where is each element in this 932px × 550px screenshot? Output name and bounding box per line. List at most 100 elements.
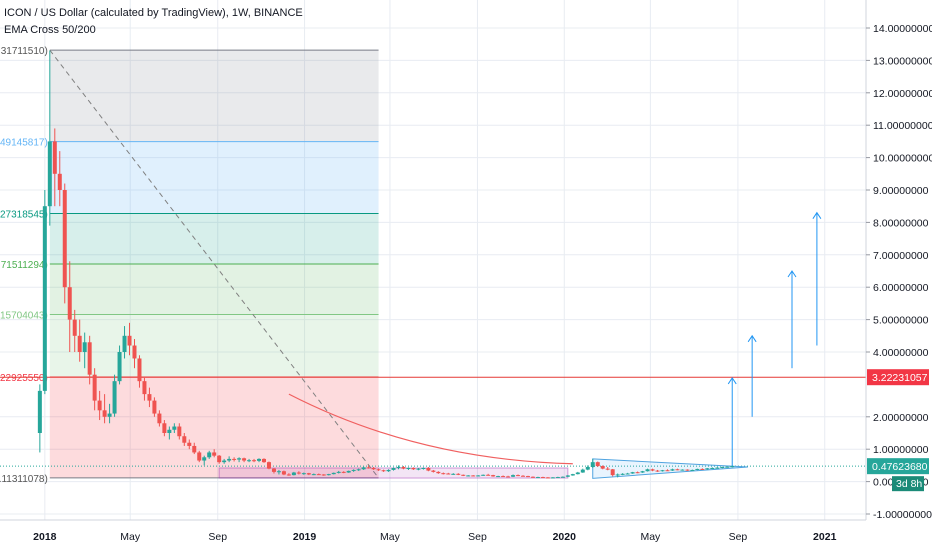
candle-body xyxy=(222,460,227,463)
candle-body xyxy=(77,335,82,352)
candle-body xyxy=(655,470,660,472)
current-price-tag xyxy=(867,458,929,475)
price-tick-label: 13.00000000 xyxy=(873,55,932,67)
fib-level-label: 0(0.11311078) xyxy=(0,474,48,485)
candle-body xyxy=(147,394,152,401)
candle-body xyxy=(301,473,306,475)
indicator-legend[interactable]: EMA Cross 50/200 xyxy=(4,24,96,36)
fib-level-label: 1(13.31711510) xyxy=(0,46,48,57)
fib-level-label: 0.5(6.71511294) xyxy=(0,260,48,271)
candle-body xyxy=(356,469,361,471)
candle-body xyxy=(695,468,700,470)
price-tick-label: 6.00000000 xyxy=(873,282,929,294)
candle-body xyxy=(162,423,167,433)
candle-body xyxy=(675,469,680,471)
candle-body xyxy=(306,473,311,475)
candle-body xyxy=(535,477,540,479)
price-tick-label: 11.00000000 xyxy=(873,120,932,132)
candle-body xyxy=(247,460,252,462)
candle-body xyxy=(87,342,92,375)
candle-body xyxy=(286,474,291,476)
fib-zone xyxy=(49,264,379,315)
price-tick-label: 7.00000000 xyxy=(873,250,929,262)
fib-zone xyxy=(49,213,379,265)
candle-body xyxy=(665,470,670,472)
candle-body xyxy=(715,467,720,469)
candle-body xyxy=(446,473,451,475)
candle-body xyxy=(635,472,640,474)
candle-body xyxy=(456,473,461,475)
time-tick-label: May xyxy=(380,531,401,543)
candle-body xyxy=(157,413,162,424)
countdown-label: 3d 8h xyxy=(896,478,922,490)
candle-body xyxy=(521,475,526,477)
symbol-title[interactable]: ICON / US Dollar (calculated by TradingV… xyxy=(4,7,303,19)
price-tick-label: 2.00000000 xyxy=(873,412,929,424)
candle-body xyxy=(511,475,516,477)
candle-body xyxy=(217,455,222,463)
curve-drawing[interactable] xyxy=(288,393,573,465)
fib-level-label: 0.618(8.27318545) xyxy=(0,210,48,221)
candle-body xyxy=(645,469,650,472)
candle-body xyxy=(630,472,635,474)
projection-arrow-head xyxy=(787,270,797,278)
candle-body xyxy=(441,473,446,475)
candle-body xyxy=(72,319,77,336)
candle-body xyxy=(555,477,560,479)
price-tick-label: 5.00000000 xyxy=(873,315,929,327)
candle-body xyxy=(421,467,426,469)
time-tick-label: Sep xyxy=(208,531,227,543)
candle-body xyxy=(705,468,710,470)
candle-body xyxy=(167,429,172,433)
candle-body xyxy=(426,467,431,471)
candle-body xyxy=(516,475,521,477)
candle-body xyxy=(640,471,645,473)
candle-body xyxy=(525,476,530,478)
time-tick-label: Sep xyxy=(468,531,487,543)
candle-body xyxy=(142,381,147,395)
candle-body xyxy=(501,476,506,478)
candle-body xyxy=(316,474,321,476)
candle-body xyxy=(725,466,730,468)
candle-body xyxy=(625,473,630,475)
candle-body xyxy=(257,458,262,461)
candle-body xyxy=(366,467,371,469)
candle-body xyxy=(192,445,197,453)
candle-body xyxy=(212,452,217,456)
candle-body xyxy=(341,471,346,473)
candle-body xyxy=(202,457,207,461)
candle-body xyxy=(391,467,396,470)
price-tick-label: 10.00000000 xyxy=(873,153,932,165)
candle-body xyxy=(575,472,580,475)
candle-body xyxy=(182,436,187,443)
candle-body xyxy=(730,466,735,468)
candle-body xyxy=(102,410,107,417)
candle-body xyxy=(271,468,276,472)
candle-body xyxy=(42,206,47,391)
candle-body xyxy=(486,474,491,476)
candle-body xyxy=(237,458,242,460)
price-tick-label: -1.00000000 xyxy=(873,509,932,521)
candle-body xyxy=(197,452,202,461)
candle-body xyxy=(690,469,695,471)
projection-arrow-head xyxy=(812,211,822,219)
candle-body xyxy=(97,400,102,411)
candle-body xyxy=(291,472,296,476)
candle-body xyxy=(496,476,501,478)
candle-body xyxy=(107,413,112,417)
candle-body xyxy=(720,467,725,469)
price-tick-label: 4.00000000 xyxy=(873,347,929,359)
time-tick-label: 2019 xyxy=(293,531,317,543)
candle-body xyxy=(436,471,441,474)
candle-body xyxy=(560,476,565,478)
candle-body xyxy=(540,477,545,479)
candle-body xyxy=(172,426,177,430)
candle-body xyxy=(530,476,535,478)
candle-body xyxy=(177,426,182,437)
candles xyxy=(37,50,735,479)
candle-body xyxy=(700,468,705,470)
candle-body xyxy=(595,462,600,467)
fibonacci-retracement: 1(13.31711510) 0.786(10.49145817) 0.618(8.… xyxy=(0,46,379,485)
